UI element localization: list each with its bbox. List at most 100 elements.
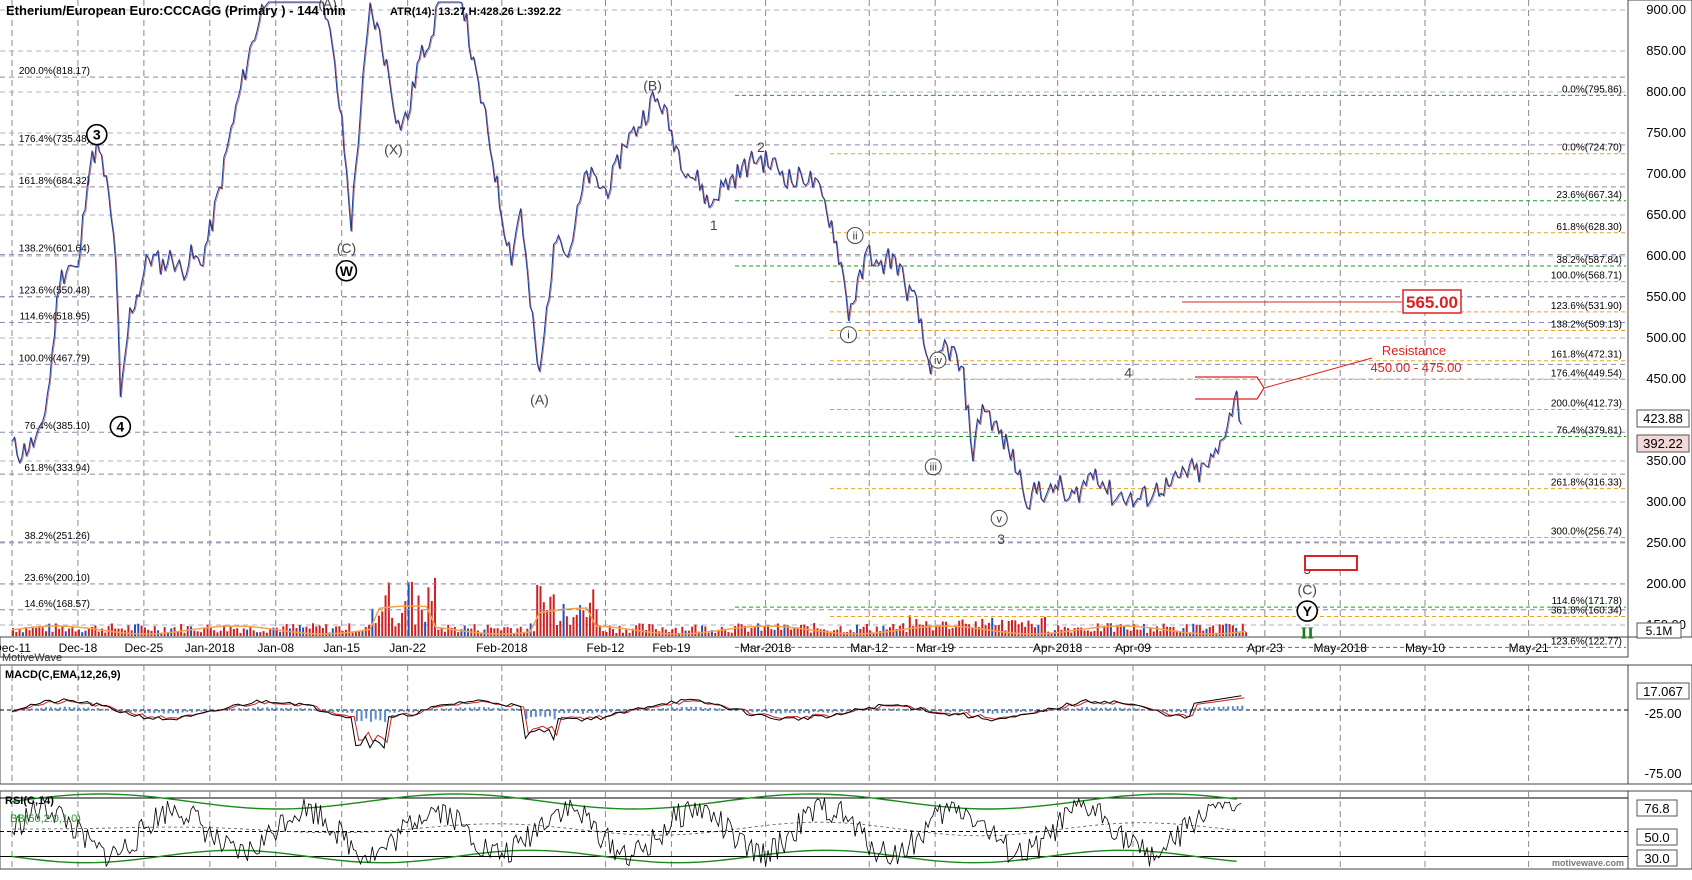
volume-bar <box>335 626 338 636</box>
macd-histogram-bar <box>1170 710 1173 713</box>
macd-histogram-bar <box>256 707 259 711</box>
volume-bar <box>269 628 272 636</box>
macd-histogram-bar <box>172 710 175 714</box>
macd-histogram-bar <box>1147 709 1150 711</box>
macd-histogram-bar <box>1062 709 1065 711</box>
macd-histogram-bar <box>1081 707 1084 711</box>
time-tick-label: Jan-08 <box>257 641 294 655</box>
macd-histogram-bar <box>709 707 712 711</box>
price-axis[interactable] <box>1627 0 1692 638</box>
macd-histogram-bar <box>793 710 796 713</box>
volume-bar <box>734 625 737 636</box>
volume-bar <box>1241 623 1244 636</box>
macd-pane[interactable] <box>0 664 1629 785</box>
volume-bar <box>1218 624 1221 636</box>
macd-histogram-bar <box>1198 707 1201 711</box>
volume-bar <box>239 632 242 636</box>
volume-bar <box>110 623 113 636</box>
volume-bar <box>694 624 697 636</box>
macd-histogram-bar <box>473 707 476 711</box>
volume-bar <box>209 628 212 636</box>
volume-bar <box>546 610 549 636</box>
target-565-box[interactable] <box>1402 289 1462 314</box>
macd-histogram-bar <box>1114 707 1117 711</box>
rsi-pane[interactable] <box>0 790 1629 870</box>
macd-histogram-bar <box>1090 707 1093 711</box>
volume-bar <box>780 629 783 636</box>
price-tick-label: 650.00 <box>1646 207 1686 222</box>
target-300-box[interactable] <box>1304 555 1358 571</box>
volume-bar <box>575 614 578 636</box>
macd-histogram-bar <box>892 708 895 711</box>
volume-bar <box>556 625 559 636</box>
macd-histogram-bar <box>327 710 330 712</box>
macd-histogram-bar <box>1203 707 1206 711</box>
volume-bar <box>473 624 476 636</box>
volume-bar <box>1149 627 1152 636</box>
macd-histogram-bar <box>869 709 872 711</box>
volume-bar <box>813 623 816 636</box>
time-tick-label: Mar-12 <box>850 641 888 655</box>
volume-bar <box>321 627 324 636</box>
volume-bar <box>592 589 595 636</box>
macd-histogram-bar <box>233 708 236 711</box>
volume-bar <box>1020 622 1023 636</box>
volume-bar <box>434 577 437 636</box>
fib-label-right: 200.0%(412.73) <box>1551 399 1622 410</box>
volume-bar <box>823 629 826 636</box>
volume-bar <box>143 627 146 636</box>
volume-bar <box>1067 628 1070 636</box>
wave-label-circle <box>990 509 1008 527</box>
macd-histogram-bar <box>186 710 189 713</box>
volume-bar <box>819 629 822 636</box>
fib-label-left: 176.4%(735.48) <box>19 134 90 145</box>
macd-signal-line <box>14 697 1245 744</box>
macd-histogram-bar <box>968 710 971 713</box>
macd-histogram-bar <box>1001 710 1004 714</box>
macd-histogram-bar <box>336 710 339 713</box>
volume-bar <box>166 632 169 636</box>
volume-bar <box>948 629 951 636</box>
macd-histogram-bar <box>633 709 636 711</box>
volume-bar <box>1129 630 1132 636</box>
volume-bar <box>15 631 18 636</box>
macd-histogram-bar <box>676 707 679 711</box>
price-tick-label: 700.00 <box>1646 166 1686 181</box>
macd-histogram-bar <box>972 710 975 713</box>
volume-bar <box>565 616 568 636</box>
macd-histogram-bar <box>242 708 245 711</box>
macd-histogram-bar <box>539 710 542 717</box>
volume-bar <box>1192 623 1195 636</box>
macd-histogram-bar <box>139 710 142 712</box>
macd-histogram-bar <box>35 708 38 711</box>
macd-histogram-bar <box>176 710 179 714</box>
macd-histogram-bar <box>1057 709 1060 711</box>
volume-bar <box>440 627 443 636</box>
volume-bar <box>226 631 229 636</box>
volume-bar <box>1139 629 1142 636</box>
volume-bar <box>1014 620 1017 636</box>
volume-bar <box>457 632 460 636</box>
macd-histogram-bar <box>1241 705 1244 711</box>
volume-bar <box>325 624 328 636</box>
volume-bar <box>664 629 667 636</box>
volume-bar <box>552 594 555 636</box>
wave-label: 4 <box>116 419 124 435</box>
macd-histogram-bar <box>440 708 443 711</box>
volume-bar <box>783 624 786 636</box>
time-tick-label: Apr-09 <box>1115 641 1151 655</box>
volume-bar <box>628 632 631 636</box>
time-tick-label: Feb-2018 <box>476 641 528 655</box>
volume-bar <box>265 632 268 636</box>
wave-label-circle <box>839 326 857 344</box>
volume-bar <box>486 624 489 636</box>
volume-bar <box>829 631 832 636</box>
time-tick-label: Apr-23 <box>1247 641 1283 655</box>
macd-histogram-bar <box>718 708 721 711</box>
wave-label: (C) <box>1298 582 1317 598</box>
price-pane[interactable] <box>0 0 1628 637</box>
volume-bar <box>579 605 582 636</box>
macd-histogram-bar <box>1076 708 1079 711</box>
volume-bar <box>737 623 740 636</box>
